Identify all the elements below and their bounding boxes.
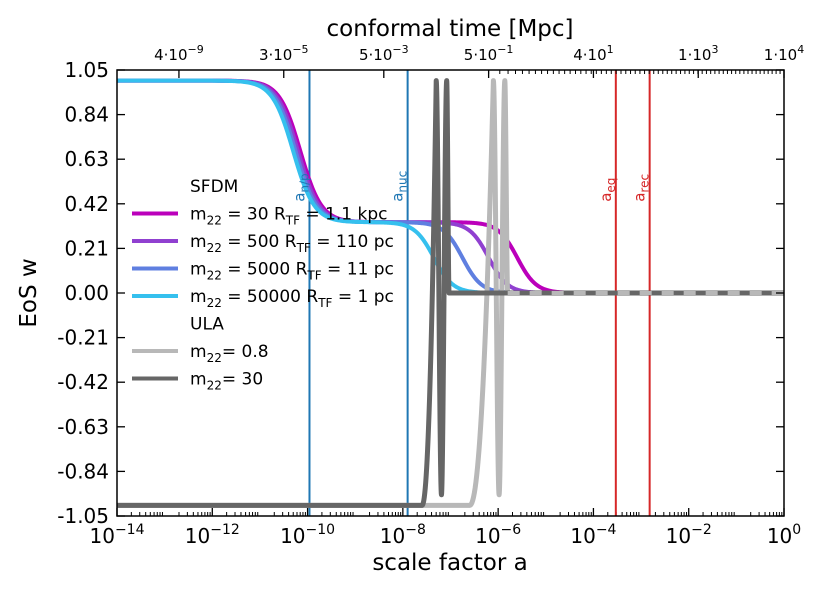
top-tick-label: 4·101 xyxy=(573,43,613,64)
top-tick-label: 1·103 xyxy=(678,43,718,64)
top-tick-label: 3·10−5 xyxy=(259,43,309,64)
y-tick-label: -0.21 xyxy=(57,326,109,350)
x-axis-title: scale factor a xyxy=(372,550,527,576)
y-tick-label: -1.05 xyxy=(57,504,109,528)
y-tick-label: 1.05 xyxy=(64,58,109,82)
y-axis-title: EoS w xyxy=(16,258,42,327)
vline-label-nuc: anuc xyxy=(389,171,410,202)
legend-label: m22= 0.8 xyxy=(190,342,269,365)
top-tick-label: 5·10−1 xyxy=(464,43,514,64)
top-tick-label: 1·104 xyxy=(764,43,804,64)
y-tick-label: 0.42 xyxy=(64,192,109,216)
legend-label: m22= 30 xyxy=(190,370,263,393)
x-tick-label: 10−8 xyxy=(380,522,426,548)
series-line-4 xyxy=(117,78,784,508)
legend-label: m22 = 50000 RTF = 1 pc xyxy=(190,287,394,310)
legend-label: m22 = 500 RTF = 110 pc xyxy=(190,232,394,255)
y-tick-label: -0.84 xyxy=(57,459,109,483)
series-line-5 xyxy=(117,78,784,508)
x-tick-label: 10−14 xyxy=(90,522,145,548)
top-tick-label: 4·10−9 xyxy=(154,43,204,64)
x-tick-label: 100 xyxy=(767,522,801,548)
legend-label: m22 = 30 RTF = 1.1 kpc xyxy=(190,205,387,228)
y-tick-label: 0.84 xyxy=(64,103,109,127)
y-tick-label: -0.63 xyxy=(57,415,109,439)
plot-frame xyxy=(116,69,785,517)
vline-label-n-p: an/p xyxy=(290,173,311,201)
x-tick-label: 10−6 xyxy=(475,522,521,548)
top-axis-title: conformal time [Mpc] xyxy=(326,16,573,42)
x-tick-label: 10−10 xyxy=(280,522,335,548)
vline-label-rec: arec xyxy=(631,174,652,202)
y-tick-label: 0.00 xyxy=(64,281,109,305)
y-tick-label: 0.63 xyxy=(64,147,109,171)
legend-title-0: SFDM xyxy=(190,177,238,197)
x-tick-label: 10−12 xyxy=(185,522,240,548)
x-tick-label: 10−4 xyxy=(570,522,616,548)
top-tick-label: 5·10−3 xyxy=(359,43,409,64)
y-tick-label: -0.42 xyxy=(57,370,109,394)
x-tick-label: 10−2 xyxy=(666,522,712,548)
vline-label-eq: aeq xyxy=(597,178,618,202)
y-tick-label: 0.21 xyxy=(64,236,109,260)
legend-title-1: ULA xyxy=(190,315,224,335)
legend-label: m22 = 5000 RTF = 11 pc xyxy=(190,260,394,283)
